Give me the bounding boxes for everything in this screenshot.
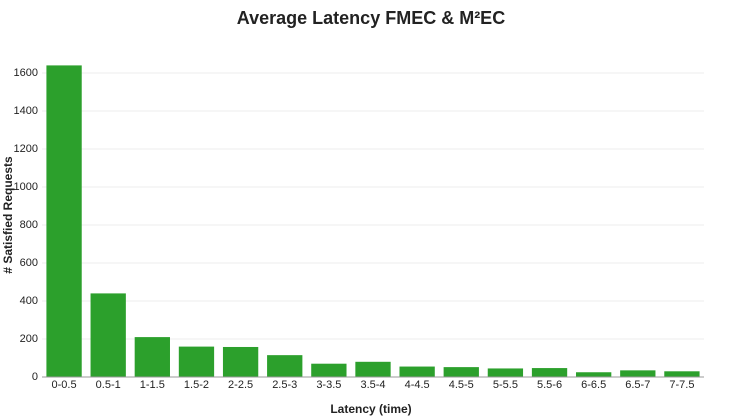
bar bbox=[311, 363, 347, 377]
bar bbox=[267, 355, 303, 377]
y-tick-label: 200 bbox=[20, 333, 38, 345]
bar bbox=[46, 65, 82, 378]
y-tick-label: 1200 bbox=[14, 143, 38, 155]
x-tick-label: 0-0.5 bbox=[52, 379, 77, 391]
chart-title: Average Latency FMEC & M²EC bbox=[237, 8, 505, 28]
y-tick-label: 1600 bbox=[14, 67, 38, 79]
x-tick-label: 7-7.5 bbox=[669, 379, 694, 391]
y-tick-label: 1000 bbox=[14, 181, 38, 193]
x-tick-label: 5.5-6 bbox=[537, 379, 562, 391]
bar bbox=[664, 371, 700, 377]
x-tick-label: 4.5-5 bbox=[449, 379, 474, 391]
bar bbox=[222, 346, 259, 377]
bar bbox=[355, 361, 391, 377]
x-tick-label: 0.5-1 bbox=[96, 379, 121, 391]
bar bbox=[134, 337, 170, 377]
x-tick-label: 4-4.5 bbox=[405, 379, 430, 391]
bar bbox=[178, 346, 215, 377]
x-tick-label: 1-1.5 bbox=[140, 379, 165, 391]
bar bbox=[531, 368, 568, 377]
x-axis-title: Latency (time) bbox=[330, 402, 411, 416]
x-tick-label: 5-5.5 bbox=[493, 379, 518, 391]
bar bbox=[443, 367, 479, 377]
x-tick-label: 3.5-4 bbox=[360, 379, 385, 391]
bar bbox=[487, 368, 524, 377]
bar bbox=[576, 372, 612, 377]
y-tick-label: 800 bbox=[20, 219, 38, 231]
y-tick-label: 600 bbox=[20, 257, 38, 269]
bar bbox=[399, 366, 435, 377]
x-tick-label: 2-2.5 bbox=[228, 379, 253, 391]
x-tick-label: 6-6.5 bbox=[581, 379, 606, 391]
y-axis-title: # Satisfied Requests bbox=[1, 156, 15, 274]
y-tick-label: 0 bbox=[32, 371, 38, 383]
x-tick-label: 1.5-2 bbox=[184, 379, 209, 391]
x-tick-label: 6.5-7 bbox=[625, 379, 650, 391]
y-tick-label: 1400 bbox=[14, 105, 38, 117]
y-tick-label: 400 bbox=[20, 295, 38, 307]
bar bbox=[90, 293, 126, 377]
x-tick-label: 3-3.5 bbox=[316, 379, 341, 391]
bar bbox=[620, 370, 656, 377]
x-tick-label: 2.5-3 bbox=[272, 379, 297, 391]
